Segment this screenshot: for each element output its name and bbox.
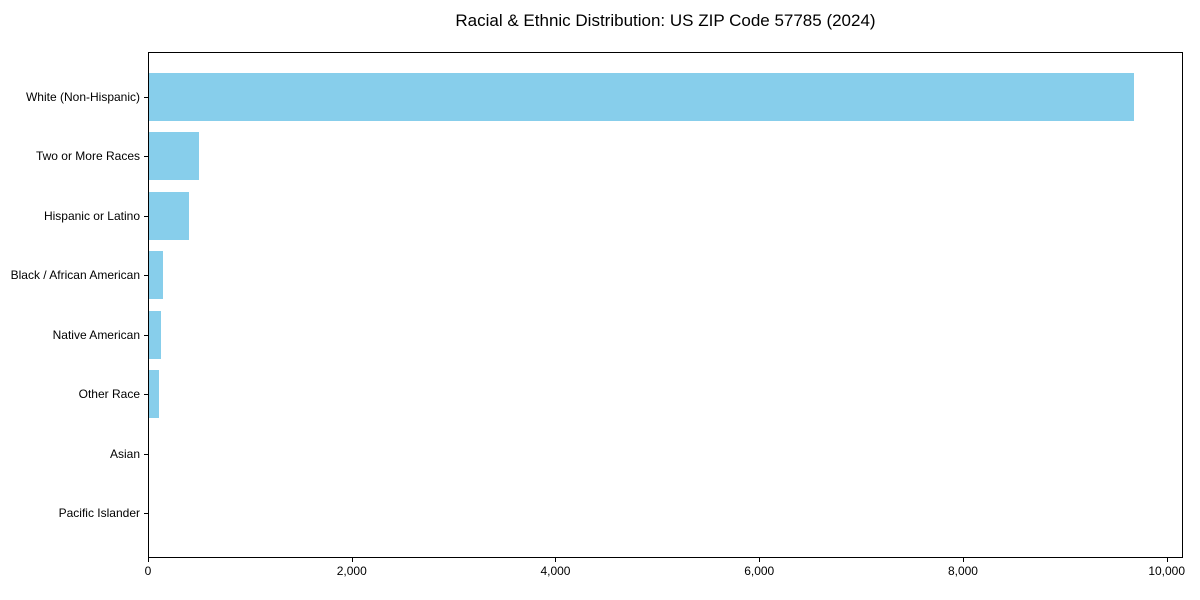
y-tick-label-white-non-hispanic: White (Non-Hispanic) (25, 90, 140, 104)
y-tick-label-pacific-islander: Pacific Islander (58, 506, 140, 520)
y-tick-label-two-or-more-races: Two or More Races (35, 149, 140, 164)
x-tick-label-10000: 10,000 (1148, 564, 1186, 578)
x-tick-label-8000: 8,000 (947, 564, 978, 578)
x-tick-label-4000: 4,000 (540, 564, 571, 578)
x-tick-mark (351, 558, 353, 562)
chart-title: Racial & Ethnic Distribution: US ZIP Cod… (455, 11, 876, 30)
x-tick-mark (759, 558, 761, 562)
y-tick-label-other-race: Other Race (78, 387, 140, 402)
x-tick-label-0: 0 (144, 564, 152, 578)
bar-native-american (149, 310, 162, 359)
y-tick-label-asian: Asian (109, 446, 140, 461)
x-tick-mark (148, 558, 149, 562)
x-tick-mark (962, 558, 964, 562)
bar-white-non-hispanic (149, 73, 1134, 121)
plot-area (148, 52, 1183, 558)
x-tick-mark (1166, 558, 1168, 562)
bar-other-race (149, 370, 160, 419)
y-tick-mark (144, 453, 148, 455)
x-tick-mark (555, 558, 557, 562)
y-tick-label-native-american: Native American (52, 327, 140, 342)
y-tick-label-hispanic-or-latino: Hispanic or Latino (43, 208, 140, 223)
y-tick-mark (144, 97, 148, 98)
y-tick-mark (144, 394, 148, 396)
y-tick-mark (144, 215, 148, 217)
y-tick-mark (144, 513, 148, 514)
x-tick-label-6000: 6,000 (744, 564, 775, 578)
y-tick-label-black-african-american: Black / African American (10, 268, 140, 283)
y-tick-mark (144, 156, 148, 158)
y-tick-mark (144, 275, 148, 277)
x-tick-label-2000: 2,000 (336, 564, 367, 578)
bar-two-or-more-races (149, 132, 199, 181)
y-tick-mark (144, 334, 148, 336)
bar-hispanic-or-latino (149, 191, 190, 240)
bar-black-african-american (149, 251, 164, 300)
